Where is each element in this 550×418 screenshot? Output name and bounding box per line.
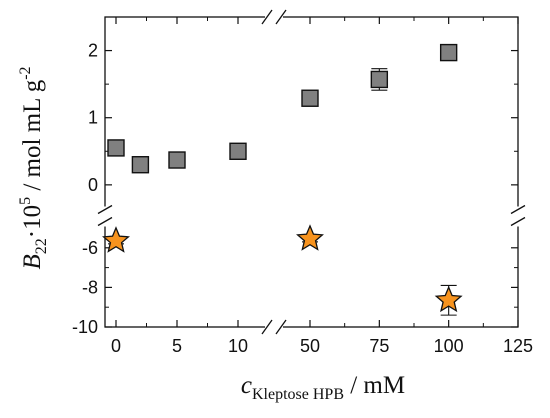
star-marker [102,226,130,253]
x-break-top-stroke-b [275,9,287,25]
tick-labels: 0 5 10 50 75 100 125 -10 -8 -6 0 1 2 [72,41,533,356]
x-tick-label: 50 [300,336,320,356]
y-tick-label: 1 [88,108,98,128]
square-marker [168,151,186,169]
x-break-bottom-stroke-a [261,319,273,335]
y-break-left-stroke-a [97,204,113,215]
x-tick-label: 0 [111,336,121,356]
y-tick-label: -10 [72,317,98,337]
y-axis-label: B22·105 / mol mL g-2 [17,66,50,269]
square-marker [370,70,389,89]
x-tick-label: 75 [369,336,389,356]
x-break-top-stroke-a [261,9,273,25]
square-marker [229,142,247,160]
square-marker [131,156,150,174]
y-tick-label: -6 [82,238,98,258]
y-tick-label: -8 [82,277,98,297]
y-break-right-stroke-b [510,216,526,227]
plot-frame [104,16,519,328]
data-markers [102,43,463,313]
star-marker [296,224,324,251]
y-tick-label: 0 [88,175,98,195]
x-tick-label: 125 [503,336,533,356]
x-tick-label: 5 [172,336,182,356]
square-marker [301,89,319,107]
axis-breaks [97,9,526,335]
star-marker [434,285,463,313]
y-tick-label: 2 [88,41,98,61]
y-break-right-stroke-a [510,204,526,215]
y-break-left-stroke-b [97,216,113,227]
square-marker [107,139,125,157]
x-tick-label: 100 [434,336,464,356]
axes [104,16,519,328]
error-bars [108,48,457,316]
square-marker [439,43,458,62]
x-tick-label: 10 [228,336,248,356]
x-break-bottom-stroke-b [275,319,287,335]
x-axis-label: cKleptose HPB / mM [241,372,405,403]
